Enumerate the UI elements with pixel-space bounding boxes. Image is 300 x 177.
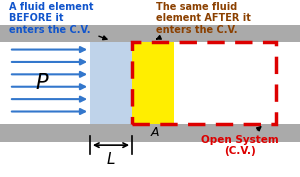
Text: A fluid element
BEFORE it
enters the C.V.: A fluid element BEFORE it enters the C.V… [9, 2, 107, 40]
Text: Open System
(C.V.): Open System (C.V.) [201, 127, 279, 156]
Text: $A$: $A$ [150, 126, 160, 139]
Text: The same fluid
element AFTER it
enters the C.V.: The same fluid element AFTER it enters t… [156, 2, 251, 39]
Text: $L$: $L$ [106, 151, 116, 167]
Bar [0, 124, 300, 142]
Bar [90, 42, 132, 124]
Bar [0, 25, 300, 42]
Bar [132, 42, 174, 124]
Bar [132, 42, 276, 124]
Text: $P$: $P$ [35, 73, 49, 93]
